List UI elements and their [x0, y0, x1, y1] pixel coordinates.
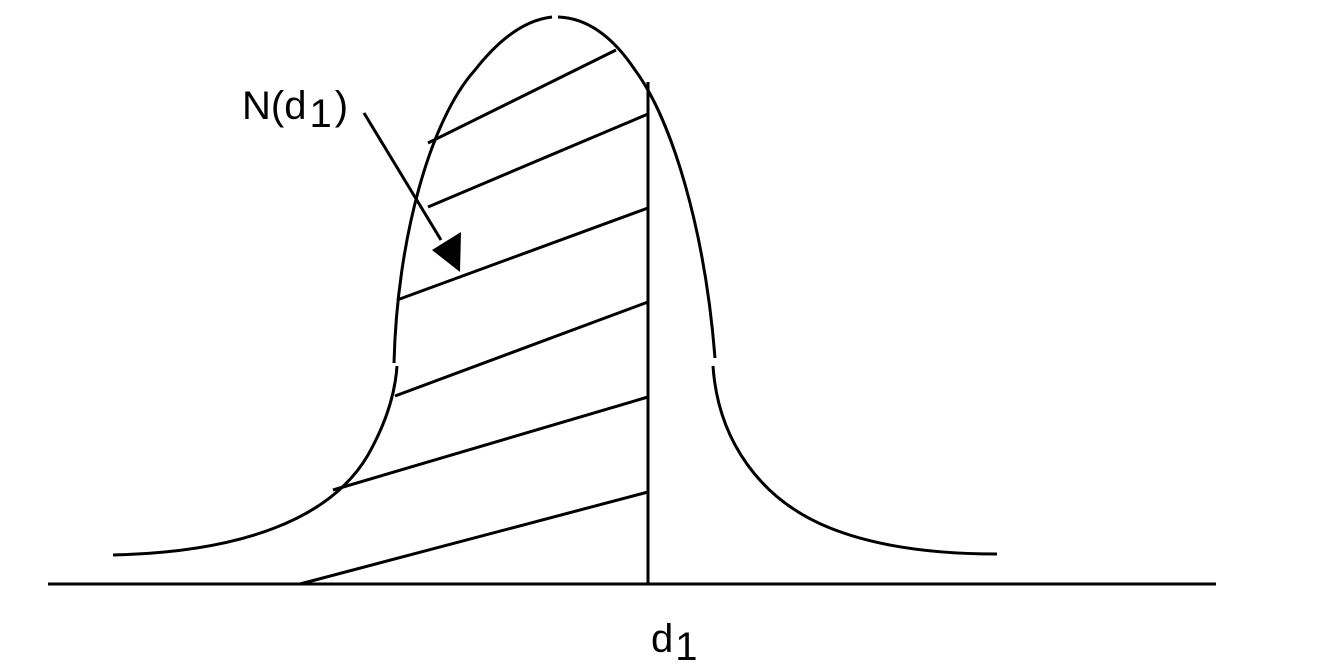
- label-arrow: [362, 112, 461, 272]
- shaded-area-hatching: [299, 48, 649, 586]
- hatch-line: [396, 206, 649, 302]
- hatch-line: [299, 490, 649, 586]
- bell-curve-right-tail: [711, 365, 998, 556]
- hatch-line: [427, 112, 649, 209]
- area-label: N(d1): [242, 84, 348, 136]
- bell-curve-left-tail: [112, 365, 399, 557]
- hatch-line: [332, 395, 649, 492]
- axis-label-base: d: [651, 617, 673, 661]
- bell-curve-upper-body: [392, 15, 717, 364]
- hatch-line: [394, 300, 649, 398]
- arrow-head-icon: [432, 232, 461, 272]
- arrow-shaft: [362, 112, 443, 241]
- hatch-line: [427, 48, 617, 145]
- axis-label-subscript: 1: [675, 625, 697, 668]
- area-label-suffix: ): [335, 84, 348, 128]
- axis-label: d1: [651, 617, 698, 668]
- area-label-prefix: N(d: [242, 84, 306, 128]
- area-label-subscript: 1: [309, 92, 331, 136]
